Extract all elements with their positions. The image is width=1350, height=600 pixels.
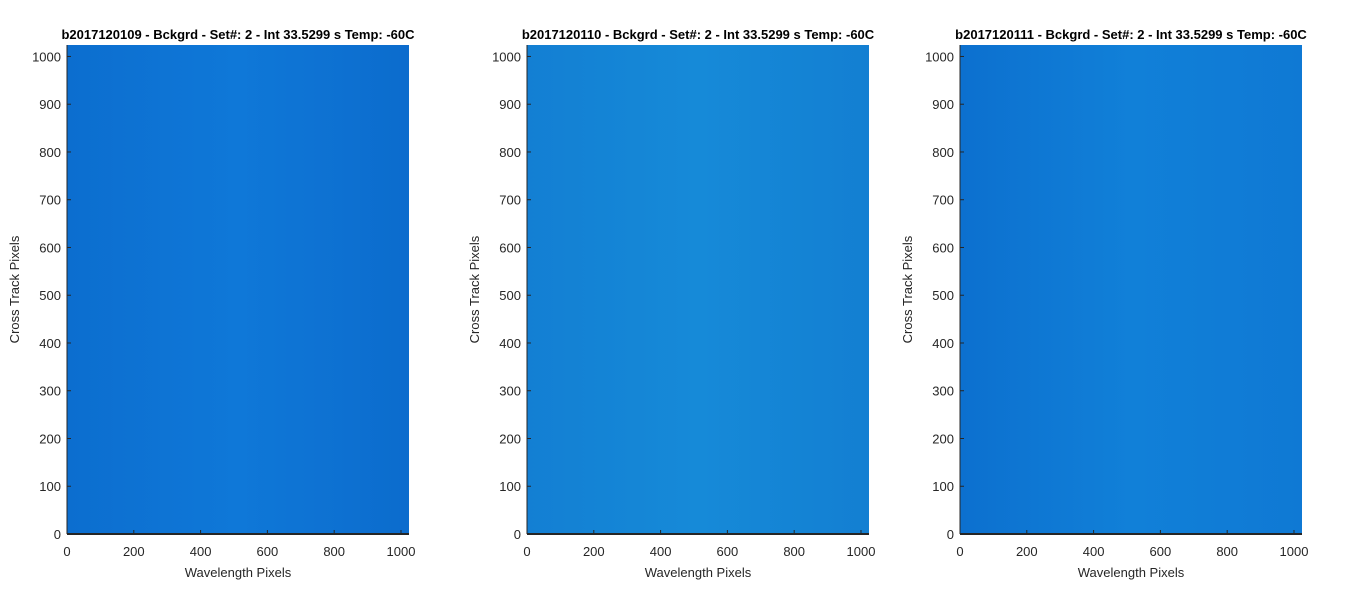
- y-tick-label: 900: [932, 97, 954, 112]
- y-axis-label: Cross Track Pixels: [900, 235, 915, 343]
- x-tick-label: 600: [257, 544, 279, 559]
- x-tick-label: 200: [583, 544, 605, 559]
- y-tick-label: 200: [499, 431, 521, 446]
- y-tick-label: 100: [932, 479, 954, 494]
- y-tick-label: 100: [39, 479, 61, 494]
- y-tick-label: 0: [947, 527, 954, 542]
- y-tick-label: 900: [39, 97, 61, 112]
- y-tick-label: 200: [932, 431, 954, 446]
- y-tick-label: 0: [54, 527, 61, 542]
- x-tick-label: 400: [190, 544, 212, 559]
- y-tick-label: 500: [932, 288, 954, 303]
- y-tick-label: 0: [514, 527, 521, 542]
- x-tick-label: 1000: [1280, 544, 1309, 559]
- x-tick-label: 400: [650, 544, 672, 559]
- y-axis-label: Cross Track Pixels: [7, 235, 22, 343]
- chart-title: b2017120110 - Bckgrd - Set#: 2 - Int 33.…: [522, 27, 875, 42]
- y-tick-label: 800: [39, 145, 61, 160]
- chart-title: b2017120109 - Bckgrd - Set#: 2 - Int 33.…: [61, 27, 415, 42]
- chart-panel-2: 0 200 400 600 800 1000 0 100 200 300 400 500 600 700 8…: [467, 27, 875, 580]
- x-tick-label: 800: [783, 544, 805, 559]
- heatmap-image: [67, 45, 409, 534]
- y-tick-label: 300: [932, 384, 954, 399]
- x-tick-label: 800: [323, 544, 345, 559]
- y-tick-label: 500: [499, 288, 521, 303]
- y-tick-label: 300: [39, 384, 61, 399]
- chart-panel-3: 0 200 400 600 800 1000 0 100 200 300 400 500 600 700 8…: [900, 27, 1308, 580]
- y-tick-label: 600: [499, 240, 521, 255]
- y-tick-label: 700: [499, 193, 521, 208]
- x-tick-label: 0: [956, 544, 963, 559]
- x-tick-label: 200: [1016, 544, 1038, 559]
- heatmap-image: [960, 45, 1302, 534]
- chart-panel-1: 0 200 400 600 800 1000 0 100 200 300 400 500 600 700 8…: [7, 27, 415, 580]
- heatmap-image: [527, 45, 869, 534]
- y-tick-label: 800: [499, 145, 521, 160]
- x-tick-label: 200: [123, 544, 145, 559]
- y-tick-label: 800: [932, 145, 954, 160]
- x-tick-label: 0: [523, 544, 530, 559]
- x-axis-label: Wavelength Pixels: [645, 565, 752, 580]
- y-tick-label: 400: [499, 336, 521, 351]
- y-axis-label: Cross Track Pixels: [467, 235, 482, 343]
- y-tick-label: 700: [39, 193, 61, 208]
- x-axis-label: Wavelength Pixels: [185, 565, 292, 580]
- chart-title: b2017120111 - Bckgrd - Set#: 2 - Int 33.…: [955, 27, 1307, 42]
- y-tick-label: 100: [499, 479, 521, 494]
- y-tick-label: 700: [932, 193, 954, 208]
- y-tick-label: 600: [932, 240, 954, 255]
- y-tick-label: 200: [39, 431, 61, 446]
- y-tick-label: 400: [39, 336, 61, 351]
- x-tick-label: 600: [717, 544, 739, 559]
- x-tick-label: 800: [1216, 544, 1238, 559]
- y-tick-label: 1000: [925, 49, 954, 64]
- x-tick-label: 400: [1083, 544, 1105, 559]
- y-tick-label: 400: [932, 336, 954, 351]
- y-tick-label: 1000: [492, 49, 521, 64]
- y-tick-label: 1000: [32, 49, 61, 64]
- y-tick-label: 900: [499, 97, 521, 112]
- x-tick-label: 1000: [387, 544, 416, 559]
- y-tick-label: 300: [499, 384, 521, 399]
- x-tick-label: 1000: [847, 544, 876, 559]
- y-tick-label: 600: [39, 240, 61, 255]
- x-tick-label: 0: [63, 544, 70, 559]
- y-tick-label: 500: [39, 288, 61, 303]
- x-axis-label: Wavelength Pixels: [1078, 565, 1185, 580]
- x-tick-label: 600: [1150, 544, 1172, 559]
